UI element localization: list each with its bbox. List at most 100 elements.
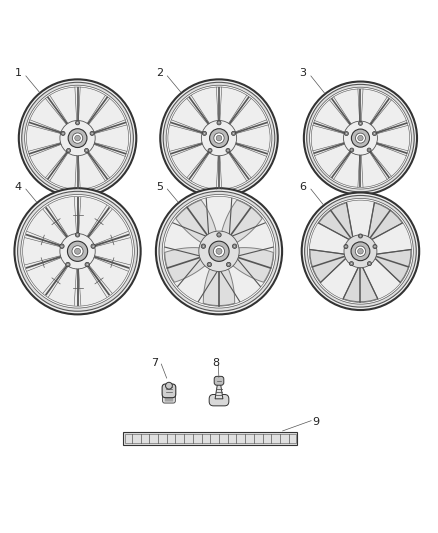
Circle shape	[162, 195, 276, 308]
Circle shape	[67, 148, 71, 152]
Circle shape	[62, 132, 64, 134]
FancyBboxPatch shape	[214, 376, 224, 385]
Circle shape	[166, 382, 173, 389]
Circle shape	[75, 135, 81, 141]
Circle shape	[76, 234, 79, 236]
Circle shape	[305, 196, 416, 307]
Circle shape	[75, 121, 80, 125]
Polygon shape	[222, 200, 262, 243]
Circle shape	[199, 231, 239, 271]
Polygon shape	[203, 269, 235, 305]
Circle shape	[367, 262, 371, 265]
Circle shape	[309, 200, 412, 302]
Text: 8: 8	[212, 358, 219, 368]
Circle shape	[355, 246, 366, 256]
Circle shape	[208, 263, 211, 265]
Polygon shape	[375, 249, 411, 282]
Text: 4: 4	[14, 182, 21, 192]
Polygon shape	[310, 249, 346, 282]
Circle shape	[201, 244, 205, 248]
Circle shape	[68, 128, 87, 148]
Circle shape	[202, 245, 205, 247]
Circle shape	[226, 148, 230, 152]
Circle shape	[227, 263, 230, 265]
Circle shape	[203, 132, 205, 134]
Circle shape	[233, 132, 235, 134]
Circle shape	[360, 235, 361, 237]
Circle shape	[218, 122, 220, 124]
Text: 6: 6	[300, 182, 307, 192]
Circle shape	[350, 262, 353, 265]
Circle shape	[304, 82, 417, 195]
Circle shape	[66, 262, 70, 266]
Circle shape	[345, 246, 347, 248]
Circle shape	[216, 248, 222, 254]
Circle shape	[218, 234, 220, 236]
Bar	[125, 434, 296, 443]
Circle shape	[60, 244, 64, 248]
Circle shape	[208, 148, 212, 152]
Circle shape	[159, 191, 279, 311]
Polygon shape	[215, 383, 223, 399]
Circle shape	[61, 131, 65, 135]
Circle shape	[217, 121, 221, 125]
Circle shape	[368, 263, 371, 265]
Circle shape	[67, 149, 70, 151]
Circle shape	[351, 242, 370, 261]
Circle shape	[233, 244, 237, 248]
Circle shape	[61, 245, 63, 247]
Circle shape	[67, 263, 69, 265]
Text: 5: 5	[156, 182, 163, 192]
Circle shape	[351, 149, 353, 151]
Circle shape	[90, 131, 94, 135]
Circle shape	[210, 128, 228, 148]
Polygon shape	[176, 200, 216, 243]
Circle shape	[75, 232, 80, 237]
Circle shape	[344, 235, 377, 268]
Polygon shape	[233, 248, 273, 282]
Circle shape	[346, 133, 347, 134]
Circle shape	[358, 234, 363, 238]
Text: 9: 9	[313, 417, 320, 426]
Circle shape	[85, 262, 89, 266]
Circle shape	[216, 135, 222, 141]
Circle shape	[209, 149, 211, 151]
Text: 7: 7	[152, 358, 159, 368]
Circle shape	[160, 79, 278, 197]
Polygon shape	[318, 203, 353, 239]
Circle shape	[356, 133, 365, 143]
FancyBboxPatch shape	[162, 392, 175, 403]
FancyBboxPatch shape	[209, 394, 229, 406]
Circle shape	[23, 196, 132, 306]
Circle shape	[350, 148, 354, 152]
Polygon shape	[343, 268, 378, 302]
Text: 3: 3	[300, 68, 307, 78]
Circle shape	[368, 149, 370, 151]
Circle shape	[231, 131, 236, 135]
Circle shape	[350, 263, 353, 265]
Circle shape	[25, 85, 131, 191]
Circle shape	[214, 133, 224, 143]
Circle shape	[217, 232, 221, 237]
Circle shape	[344, 245, 348, 248]
Circle shape	[226, 262, 231, 266]
Circle shape	[367, 148, 371, 152]
Circle shape	[372, 132, 376, 135]
Circle shape	[156, 188, 282, 314]
Circle shape	[85, 149, 88, 151]
Circle shape	[85, 148, 88, 152]
FancyBboxPatch shape	[162, 384, 176, 398]
Circle shape	[227, 149, 229, 151]
Circle shape	[307, 84, 414, 192]
Circle shape	[207, 262, 212, 266]
Circle shape	[209, 241, 229, 261]
Circle shape	[72, 133, 83, 143]
Circle shape	[233, 245, 236, 247]
Circle shape	[202, 131, 207, 135]
Circle shape	[163, 82, 275, 194]
Circle shape	[168, 87, 270, 189]
Circle shape	[166, 85, 272, 191]
Circle shape	[14, 188, 141, 314]
Circle shape	[72, 246, 83, 257]
Circle shape	[92, 245, 94, 247]
